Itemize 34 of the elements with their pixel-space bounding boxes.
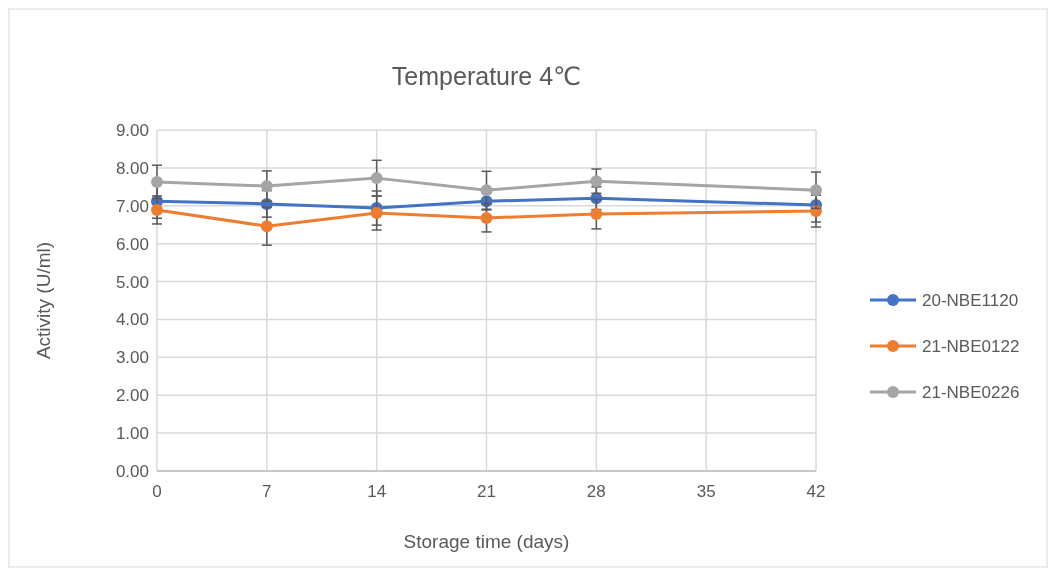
point [370,206,383,219]
y-tick-label: 0.00 [115,462,149,481]
y-tick-label: 7.00 [115,196,149,216]
y-tick-label: 1.00 [115,424,149,444]
point [260,180,273,193]
y-tick-label: 2.00 [115,386,149,406]
y-axis-title: Activity (U/ml) [33,241,54,360]
point [151,203,163,216]
legend-label: 21-NBE0226 [922,383,1020,402]
y-tick-label: 3.00 [115,348,149,368]
x-tick-label: 0 [152,482,162,501]
x-tick-label: 35 [696,482,716,501]
point [480,184,493,197]
x-tick-label: 7 [262,482,272,501]
point [590,208,603,221]
x-tick-label: 42 [806,482,826,501]
y-tick-label: 6.00 [115,234,149,254]
point [151,175,163,188]
x-tick-label: 21 [477,482,496,501]
point [590,175,603,188]
x-tick-label: 14 [367,482,387,501]
y-tick-label: 8.00 [115,158,149,178]
point [810,184,822,197]
legend-label: 20-NBE1120 [922,291,1019,310]
legend-label: 21-NBE0122 [922,337,1020,356]
chart-title: Temperature 4℃ [391,62,582,90]
point [370,172,383,185]
x-tick-label: 28 [586,482,606,501]
point [260,220,273,233]
y-tick-label: 4.00 [115,310,149,330]
y-tick-label: 5.00 [115,272,149,292]
x-axis-title: Storage time (days) [403,531,570,552]
y-tick-label: 9.00 [115,121,149,140]
point [480,211,493,224]
